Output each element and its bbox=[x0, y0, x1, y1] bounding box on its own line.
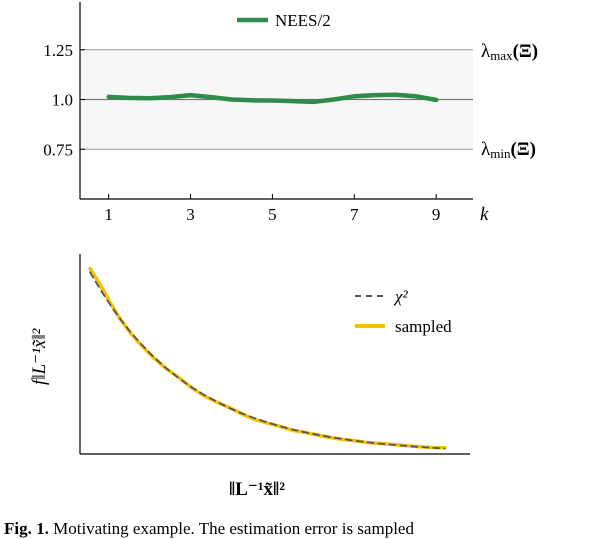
density-chart: χ² sampled ‖L⁻¹x̃‖² f‖L⁻¹x̃‖² bbox=[29, 254, 470, 500]
lambda-min-symbol: λ bbox=[481, 139, 491, 160]
x-tick-label: 1 bbox=[104, 205, 113, 224]
series-line-chi2 bbox=[89, 271, 446, 450]
x-tick-label: 7 bbox=[350, 205, 359, 224]
x-tick-label: 9 bbox=[432, 205, 441, 224]
x-axis-label: k bbox=[480, 204, 489, 225]
x-tick-label: 5 bbox=[268, 205, 277, 224]
legend-label-sampled: sampled bbox=[395, 317, 452, 336]
series-group bbox=[88, 266, 447, 450]
caption-text: Motivating example. The estimation error… bbox=[53, 519, 414, 538]
legend: NEES/2 bbox=[237, 11, 331, 30]
y-tick-label: 0.75 bbox=[43, 140, 73, 159]
y-axis-label: f‖L⁻¹x̃‖² bbox=[29, 328, 50, 385]
series-group bbox=[106, 92, 439, 105]
series-line-sampled bbox=[88, 266, 447, 450]
series-line-nees bbox=[106, 92, 439, 105]
lambda-min-arg: (Ξ) bbox=[510, 139, 536, 160]
caption-label: Fig. 1. bbox=[4, 519, 49, 538]
x-ticks: 1 3 5 7 9 bbox=[104, 194, 440, 224]
lambda-min-label: λmin(Ξ) bbox=[481, 139, 536, 161]
x-axis-label: ‖L⁻¹x̃‖² bbox=[229, 479, 285, 500]
y-ticks: 0.75 1.0 1.25 bbox=[43, 41, 85, 159]
lambda-max-label: λmax(Ξ) bbox=[481, 41, 538, 63]
legend-label-chi2: χ² bbox=[393, 287, 408, 306]
lambda-min-sub: min bbox=[490, 146, 511, 161]
lambda-max-symbol: λ bbox=[481, 41, 491, 62]
lambda-max-arg: (Ξ) bbox=[513, 41, 539, 62]
figure-caption: Fig. 1. Motivating example. The estimati… bbox=[4, 519, 414, 539]
lambda-max-sub: max bbox=[490, 48, 513, 63]
y-tick-label: 1.0 bbox=[52, 91, 73, 110]
legend: χ² sampled bbox=[355, 287, 452, 336]
legend-label-nees: NEES/2 bbox=[275, 11, 331, 30]
y-tick-label: 1.25 bbox=[43, 41, 73, 60]
x-tick-label: 3 bbox=[186, 205, 195, 224]
